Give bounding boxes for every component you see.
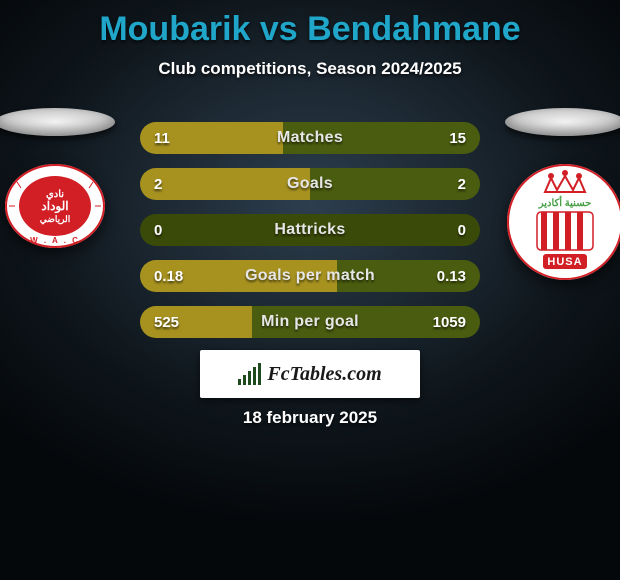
brand-text: FcTables.com <box>267 363 381 386</box>
stat-value-right: 0.13 <box>437 260 466 292</box>
team-left: نادي الوداد الرياضي W . A . C <box>0 108 120 248</box>
stat-value-right: 0 <box>458 214 466 246</box>
stat-row: 2Goals2 <box>140 168 480 200</box>
crest-left: نادي الوداد الرياضي W . A . C <box>5 164 105 248</box>
page-title: Moubarik vs Bendahmane <box>0 0 620 49</box>
crest-right-svg: حسنية أكادير HUSA <box>507 164 620 280</box>
stat-row: 0Hattricks0 <box>140 214 480 246</box>
stat-label: Goals per match <box>140 260 480 292</box>
stat-label: Hattricks <box>140 214 480 246</box>
stat-label: Matches <box>140 122 480 154</box>
stat-value-right: 2 <box>458 168 466 200</box>
page-subtitle: Club competitions, Season 2024/2025 <box>0 59 620 79</box>
brand-badge: FcTables.com <box>200 350 420 398</box>
comparison-card: Moubarik vs Bendahmane Club competitions… <box>0 0 620 580</box>
crest-left-svg: نادي الوداد الرياضي W . A . C <box>5 164 105 248</box>
stat-value-right: 1059 <box>433 306 466 338</box>
brand-bars-icon <box>238 363 261 385</box>
stat-row: 11Matches15 <box>140 122 480 154</box>
crest-right: حسنية أكادير HUSA <box>507 164 620 280</box>
player-silhouette-right <box>505 108 620 136</box>
player-silhouette-left <box>0 108 115 136</box>
crest-right-label: HUSA <box>547 256 582 268</box>
stat-row: 0.18Goals per match0.13 <box>140 260 480 292</box>
stat-value-right: 15 <box>449 122 466 154</box>
team-right: حسنية أكادير HUSA <box>500 108 620 280</box>
svg-text:حسنية أكادير: حسنية أكادير <box>538 196 592 209</box>
stats-bar-chart: 11Matches15 2Goals2 0Hattricks0 0.18Goals p… <box>140 122 480 352</box>
stat-label: Goals <box>140 168 480 200</box>
crest-left-text-mid: الوداد <box>41 199 68 214</box>
stat-row: 525Min per goal1059 <box>140 306 480 338</box>
crest-left-text-bot: الرياضي <box>40 214 71 225</box>
footer-date: 18 february 2025 <box>0 408 620 428</box>
stat-label: Min per goal <box>140 306 480 338</box>
crest-left-footer: W . A . C <box>30 236 80 245</box>
